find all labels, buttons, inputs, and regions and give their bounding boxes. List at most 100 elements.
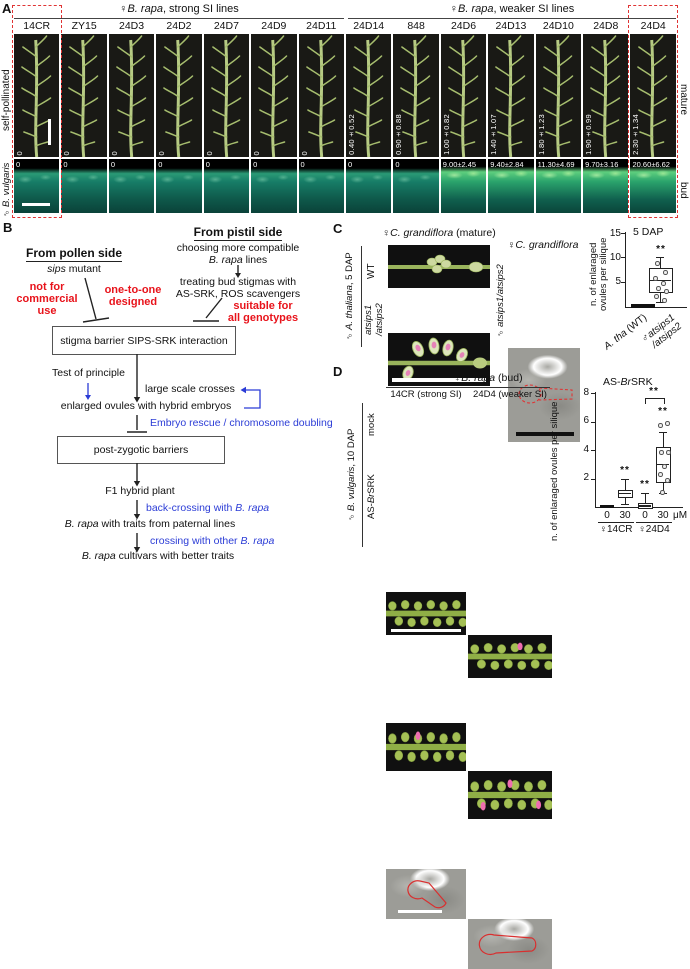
label-divider xyxy=(362,403,363,547)
female-symbol: ♀ xyxy=(453,372,462,384)
column-24d4: 24D4 2.30±1.34 20.60±6.62 xyxy=(630,19,676,213)
flowchart-connectors xyxy=(82,265,261,553)
row-label-b-vulgaris: ♂B. vulgaris xyxy=(1,162,12,218)
male-symbol: ♂ xyxy=(1,206,12,218)
as-brsrk-row-label: AS-BrSRK xyxy=(366,474,377,520)
dose-label: 30 xyxy=(619,510,631,521)
box-14cr-0 xyxy=(600,504,614,508)
column-label: 848 xyxy=(407,20,425,32)
unit-label: μM xyxy=(673,510,688,521)
panel-a-label: A xyxy=(2,1,12,16)
column-24d14: 24D14 0.40±0.52 0 xyxy=(345,19,392,213)
bud-value: 20.60±6.62 xyxy=(632,160,670,169)
scale-bar xyxy=(22,203,50,206)
mature-plant-image: 0 xyxy=(251,34,297,157)
scale-bar xyxy=(398,909,442,913)
enlarged-ovules-label: enlarged ovules with hybrid embryos xyxy=(60,400,232,412)
box-wt xyxy=(631,304,655,308)
mature-plant-image: 1.40±1.07 xyxy=(488,34,534,157)
male-symbol: ♂ xyxy=(344,330,355,342)
mature-plant-image: 0 xyxy=(108,34,155,157)
row-label-bud: bud xyxy=(678,181,689,199)
highlight-frame-24d4 xyxy=(628,5,678,218)
bud-fluorescence-image: 0 xyxy=(108,159,155,213)
mature-plant-image: 0 xyxy=(156,34,202,157)
column-24d7: 24D7 0 0 xyxy=(203,19,250,213)
large-scale-crosses-label: large scale crosses xyxy=(145,383,235,395)
significance-atsips: ** xyxy=(656,244,666,255)
column-24d10: 24D10 1.80±1.23 11.30±4.69 xyxy=(535,19,582,213)
panel-c-label: C xyxy=(333,221,343,236)
column-label: ZY15 xyxy=(71,20,97,32)
scale-bar xyxy=(516,432,574,436)
column-24d13: 24D13 1.40±1.07 9.40±2.84 xyxy=(488,19,534,213)
atsips-cross-label: ♂atsips1/atsips2 xyxy=(495,264,506,338)
mature-plant-image: 1.80±1.23 xyxy=(535,34,582,157)
embryo-outline xyxy=(518,384,573,404)
x-axis xyxy=(625,307,687,309)
mature-value: 0 xyxy=(204,150,214,155)
y-axis-label: n. of enlaraged ovules per silique xyxy=(549,401,560,541)
male-symbol: ♂ xyxy=(346,510,357,522)
y-axis-label: n. of enlaraged ovules per silique xyxy=(588,237,609,311)
silique-illustration xyxy=(386,723,466,771)
mature-value: 0 xyxy=(252,150,262,155)
bud-value: 0 xyxy=(16,160,21,169)
mature-value: 0 xyxy=(299,150,309,155)
asbrsrk-24d4-image xyxy=(468,771,552,819)
dose-label: 30 xyxy=(657,510,669,521)
scale-bar xyxy=(47,119,52,145)
bud-fluorescence-image: 9.70±3.16 xyxy=(583,159,629,213)
group-label-24d4: ♀24D4 xyxy=(638,524,670,535)
column-label: 24D8 xyxy=(593,20,619,32)
column-label: 24D7 xyxy=(213,20,239,32)
asbrsrk-14cr-image xyxy=(386,723,466,771)
stem-illustration xyxy=(388,254,490,274)
column-label: 24D11 xyxy=(306,20,337,32)
y-tick-15: 15 xyxy=(609,228,621,239)
mature-value: 1.90±0.99 xyxy=(584,114,594,155)
male-symbol: ♂ xyxy=(495,326,506,338)
traits-from-paternal-lines-label: B. rapa with traits from paternal lines xyxy=(64,518,236,530)
raceme-illustration xyxy=(109,34,154,157)
row-label-mature: mature xyxy=(678,84,689,116)
mature-value: 0 xyxy=(109,150,119,155)
bud-fluorescence-image: 0 xyxy=(61,159,107,213)
b-rapa-bud-header: ♀B. rapa (bud) xyxy=(453,372,523,384)
mature-plant-image: 0.90±0.88 xyxy=(393,34,439,157)
column-header-rule xyxy=(386,387,550,389)
female-symbol: ♀ xyxy=(382,227,391,239)
bud-fluorescence-image: 0 xyxy=(156,159,202,213)
dic-24d4-image xyxy=(468,919,552,969)
bud-fluorescence-image: 0 xyxy=(345,159,392,213)
c-grandiflora-header: ♀C. grandiflora xyxy=(507,239,579,251)
pistil-side-header: From pistil side xyxy=(193,225,283,241)
sips-srk-interaction-box: stigma barrier SIPS-SRK interaction xyxy=(52,326,236,355)
bud-value: 11.30±4.69 xyxy=(537,160,575,169)
column-label-14cr-strong: 14CR (strong SI) xyxy=(390,389,462,400)
a-thaliana-5dap-label: ♂A. thaliana, 5 DAP xyxy=(344,252,355,342)
pollen-side-header: From pollen side xyxy=(25,246,122,262)
mature-plant-image: 1.00±0.82 xyxy=(440,34,487,157)
raceme-illustration xyxy=(156,34,201,157)
column-label: 24D10 xyxy=(542,20,574,32)
label-divider xyxy=(361,246,362,347)
y-tick-8: 8 xyxy=(583,387,589,398)
bud-value: 0 xyxy=(300,160,305,169)
column-zy15: ZY15 0 0 xyxy=(61,19,107,213)
crossing-other-note: crossing with other B. rapa xyxy=(150,535,275,547)
column-label: 24D14 xyxy=(353,20,385,32)
mature-plant-image: 0 xyxy=(61,34,107,157)
one-to-one-designed-note: one-to-one designed xyxy=(104,284,162,308)
plot-title: 5 DAP xyxy=(633,226,664,238)
significance-24d4-0: ** xyxy=(640,479,650,490)
bud-value: 9.70±3.16 xyxy=(585,160,619,169)
raceme-illustration xyxy=(204,34,249,157)
scale-bar xyxy=(392,378,486,382)
group-header-strong: ♀B. rapa, strong SI lines xyxy=(14,3,344,19)
bud-value: 0 xyxy=(158,160,163,169)
choosing-compatible-note: choosing more compatible B. rapa lines xyxy=(176,242,300,266)
group-header-weaker: ♀B. rapa, weaker SI lines xyxy=(348,3,676,19)
raceme-illustration xyxy=(61,34,106,157)
